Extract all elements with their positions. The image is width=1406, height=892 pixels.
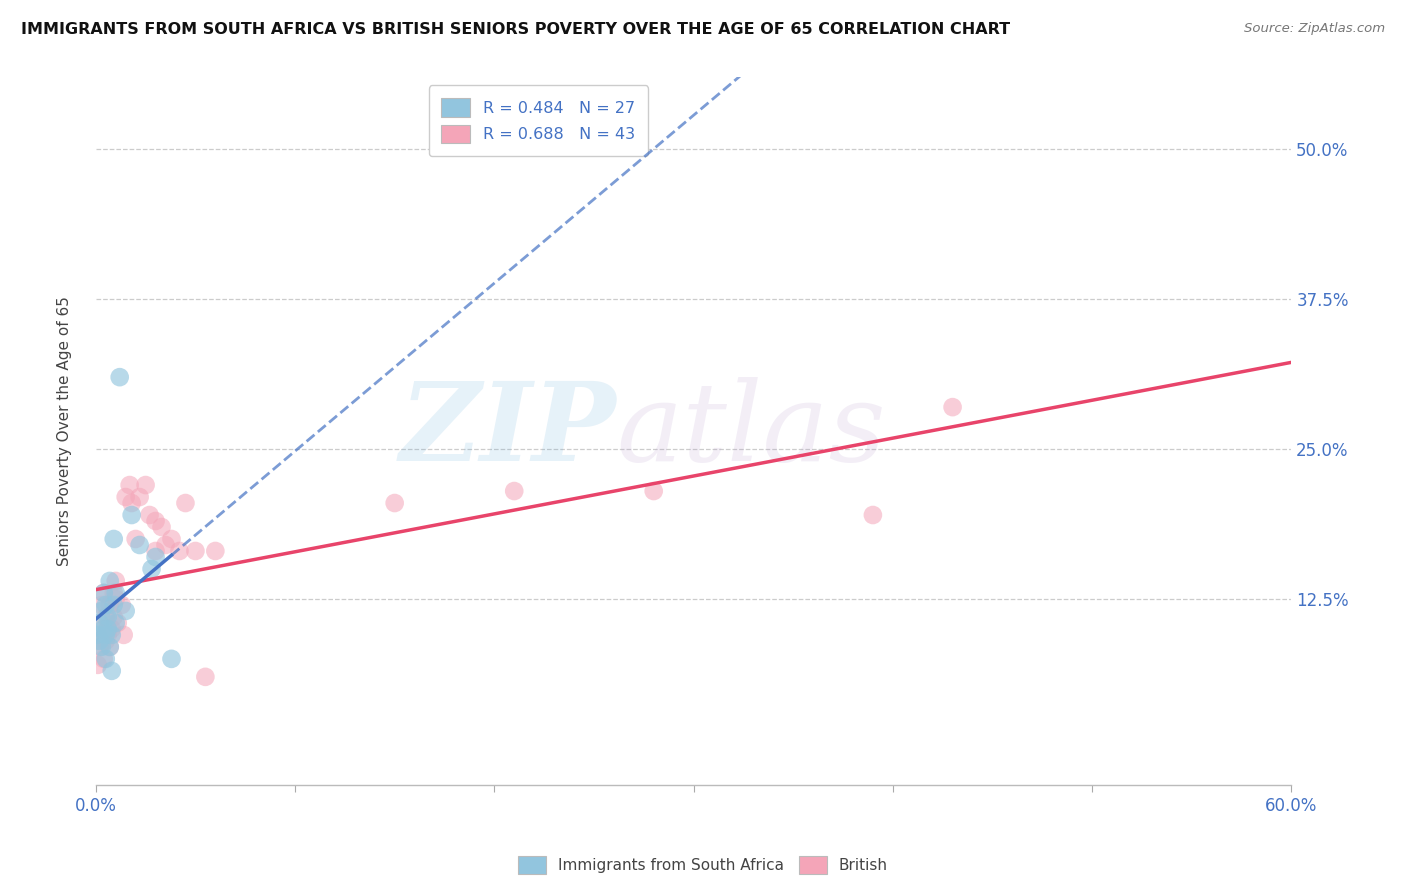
Point	[103, 532, 125, 546]
Y-axis label: Seniors Poverty Over the Age of 65: Seniors Poverty Over the Age of 65	[58, 296, 72, 566]
Point	[94, 633, 117, 648]
Point	[100, 628, 122, 642]
Point	[160, 652, 183, 666]
Point	[104, 586, 127, 600]
Point	[184, 544, 207, 558]
Point	[87, 633, 110, 648]
Point	[94, 610, 117, 624]
Point	[97, 610, 120, 624]
Point	[169, 544, 191, 558]
Point	[89, 633, 111, 648]
Point	[98, 640, 121, 654]
Point	[104, 591, 127, 606]
Point	[89, 615, 111, 630]
Point	[98, 640, 121, 654]
Point	[155, 538, 177, 552]
Legend: R = 0.484   N = 27, R = 0.688   N = 43: R = 0.484 N = 27, R = 0.688 N = 43	[429, 86, 648, 156]
Point	[128, 490, 150, 504]
Point	[121, 508, 143, 522]
Point	[93, 586, 115, 600]
Point	[94, 652, 117, 666]
Legend: Immigrants from South Africa, British: Immigrants from South Africa, British	[512, 850, 894, 880]
Point	[118, 478, 141, 492]
Point	[98, 598, 121, 612]
Point	[100, 622, 122, 636]
Point	[141, 562, 163, 576]
Point	[90, 604, 112, 618]
Point	[97, 628, 120, 642]
Point	[108, 370, 131, 384]
Point	[97, 622, 120, 636]
Point	[128, 538, 150, 552]
Point	[104, 615, 127, 630]
Text: IMMIGRANTS FROM SOUTH AFRICA VS BRITISH SENIORS POVERTY OVER THE AGE OF 65 CORRE: IMMIGRANTS FROM SOUTH AFRICA VS BRITISH …	[21, 22, 1011, 37]
Point	[107, 615, 129, 630]
Point	[100, 664, 122, 678]
Point	[104, 574, 127, 588]
Point	[97, 622, 120, 636]
Point	[103, 610, 125, 624]
Point	[93, 586, 115, 600]
Text: Source: ZipAtlas.com: Source: ZipAtlas.com	[1244, 22, 1385, 36]
Point	[103, 586, 125, 600]
Point	[174, 496, 197, 510]
Point	[160, 532, 183, 546]
Point	[145, 514, 167, 528]
Text: atlas: atlas	[616, 377, 886, 485]
Point	[93, 652, 115, 666]
Point	[90, 640, 112, 654]
Point	[93, 622, 115, 636]
Point	[87, 657, 110, 672]
Point	[94, 598, 117, 612]
Point	[942, 400, 965, 414]
Point	[145, 549, 167, 564]
Point	[124, 532, 146, 546]
Point	[111, 598, 134, 612]
Point	[103, 598, 125, 612]
Point	[643, 483, 665, 498]
Point	[138, 508, 160, 522]
Point	[384, 496, 406, 510]
Point	[121, 496, 143, 510]
Point	[94, 628, 117, 642]
Point	[112, 628, 135, 642]
Point	[90, 598, 112, 612]
Point	[135, 478, 157, 492]
Point	[194, 670, 217, 684]
Point	[145, 544, 167, 558]
Point	[862, 508, 884, 522]
Point	[89, 640, 111, 654]
Point	[150, 520, 173, 534]
Text: ZIP: ZIP	[399, 377, 616, 485]
Point	[98, 574, 121, 588]
Point	[114, 490, 136, 504]
Point	[503, 483, 526, 498]
Point	[87, 628, 110, 642]
Point	[204, 544, 226, 558]
Point	[114, 604, 136, 618]
Point	[90, 622, 112, 636]
